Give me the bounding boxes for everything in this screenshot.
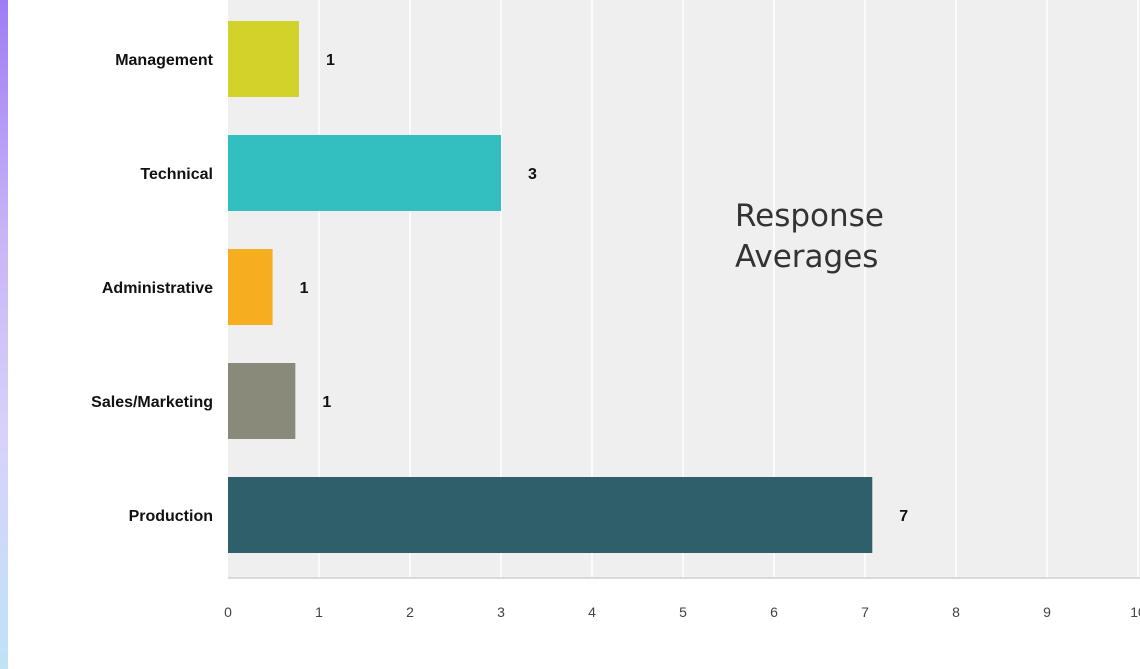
bar-chart: Management Technical Administrative Sales/M… — [91, 0, 1140, 620]
category-label: Sales/Marketing — [91, 394, 213, 411]
data-label: 7 — [899, 508, 908, 525]
data-label: 1 — [300, 280, 309, 297]
x-tick-label: 0 — [224, 604, 232, 620]
category-labels: Management Technical Administrative Sales/M… — [91, 52, 214, 525]
bar-production — [228, 477, 873, 553]
data-label: 1 — [326, 52, 335, 69]
x-tick-label: 6 — [770, 604, 778, 620]
x-tick-labels: 0 1 2 3 4 5 6 7 8 9 10 — [224, 604, 1140, 620]
x-tick-label: 3 — [497, 604, 505, 620]
bar-administrative — [228, 249, 273, 325]
bar-sales-marketing — [228, 363, 296, 439]
x-tick-label: 7 — [861, 604, 869, 620]
chart-panel: Management Technical Administrative Sales/M… — [8, 0, 1140, 669]
category-label: Administrative — [102, 280, 213, 297]
x-tick-label: 1 — [315, 604, 323, 620]
category-label: Production — [129, 508, 213, 525]
x-tick-label: 4 — [588, 604, 596, 620]
x-tick-label: 5 — [679, 604, 687, 620]
chart-annotation: Response Averages — [735, 198, 884, 275]
x-tick-label: 10 — [1130, 604, 1140, 620]
data-label: 3 — [528, 166, 537, 183]
x-tick-label: 9 — [1043, 604, 1051, 620]
value-labels: 1 3 1 1 7 — [300, 52, 909, 525]
category-label: Management — [115, 52, 213, 69]
bar-management — [228, 21, 299, 97]
x-tick-label: 2 — [406, 604, 414, 620]
bar-technical — [228, 135, 501, 211]
data-label: 1 — [322, 394, 331, 411]
category-label: Technical — [140, 166, 213, 183]
x-tick-label: 8 — [952, 604, 960, 620]
bars — [228, 21, 873, 553]
